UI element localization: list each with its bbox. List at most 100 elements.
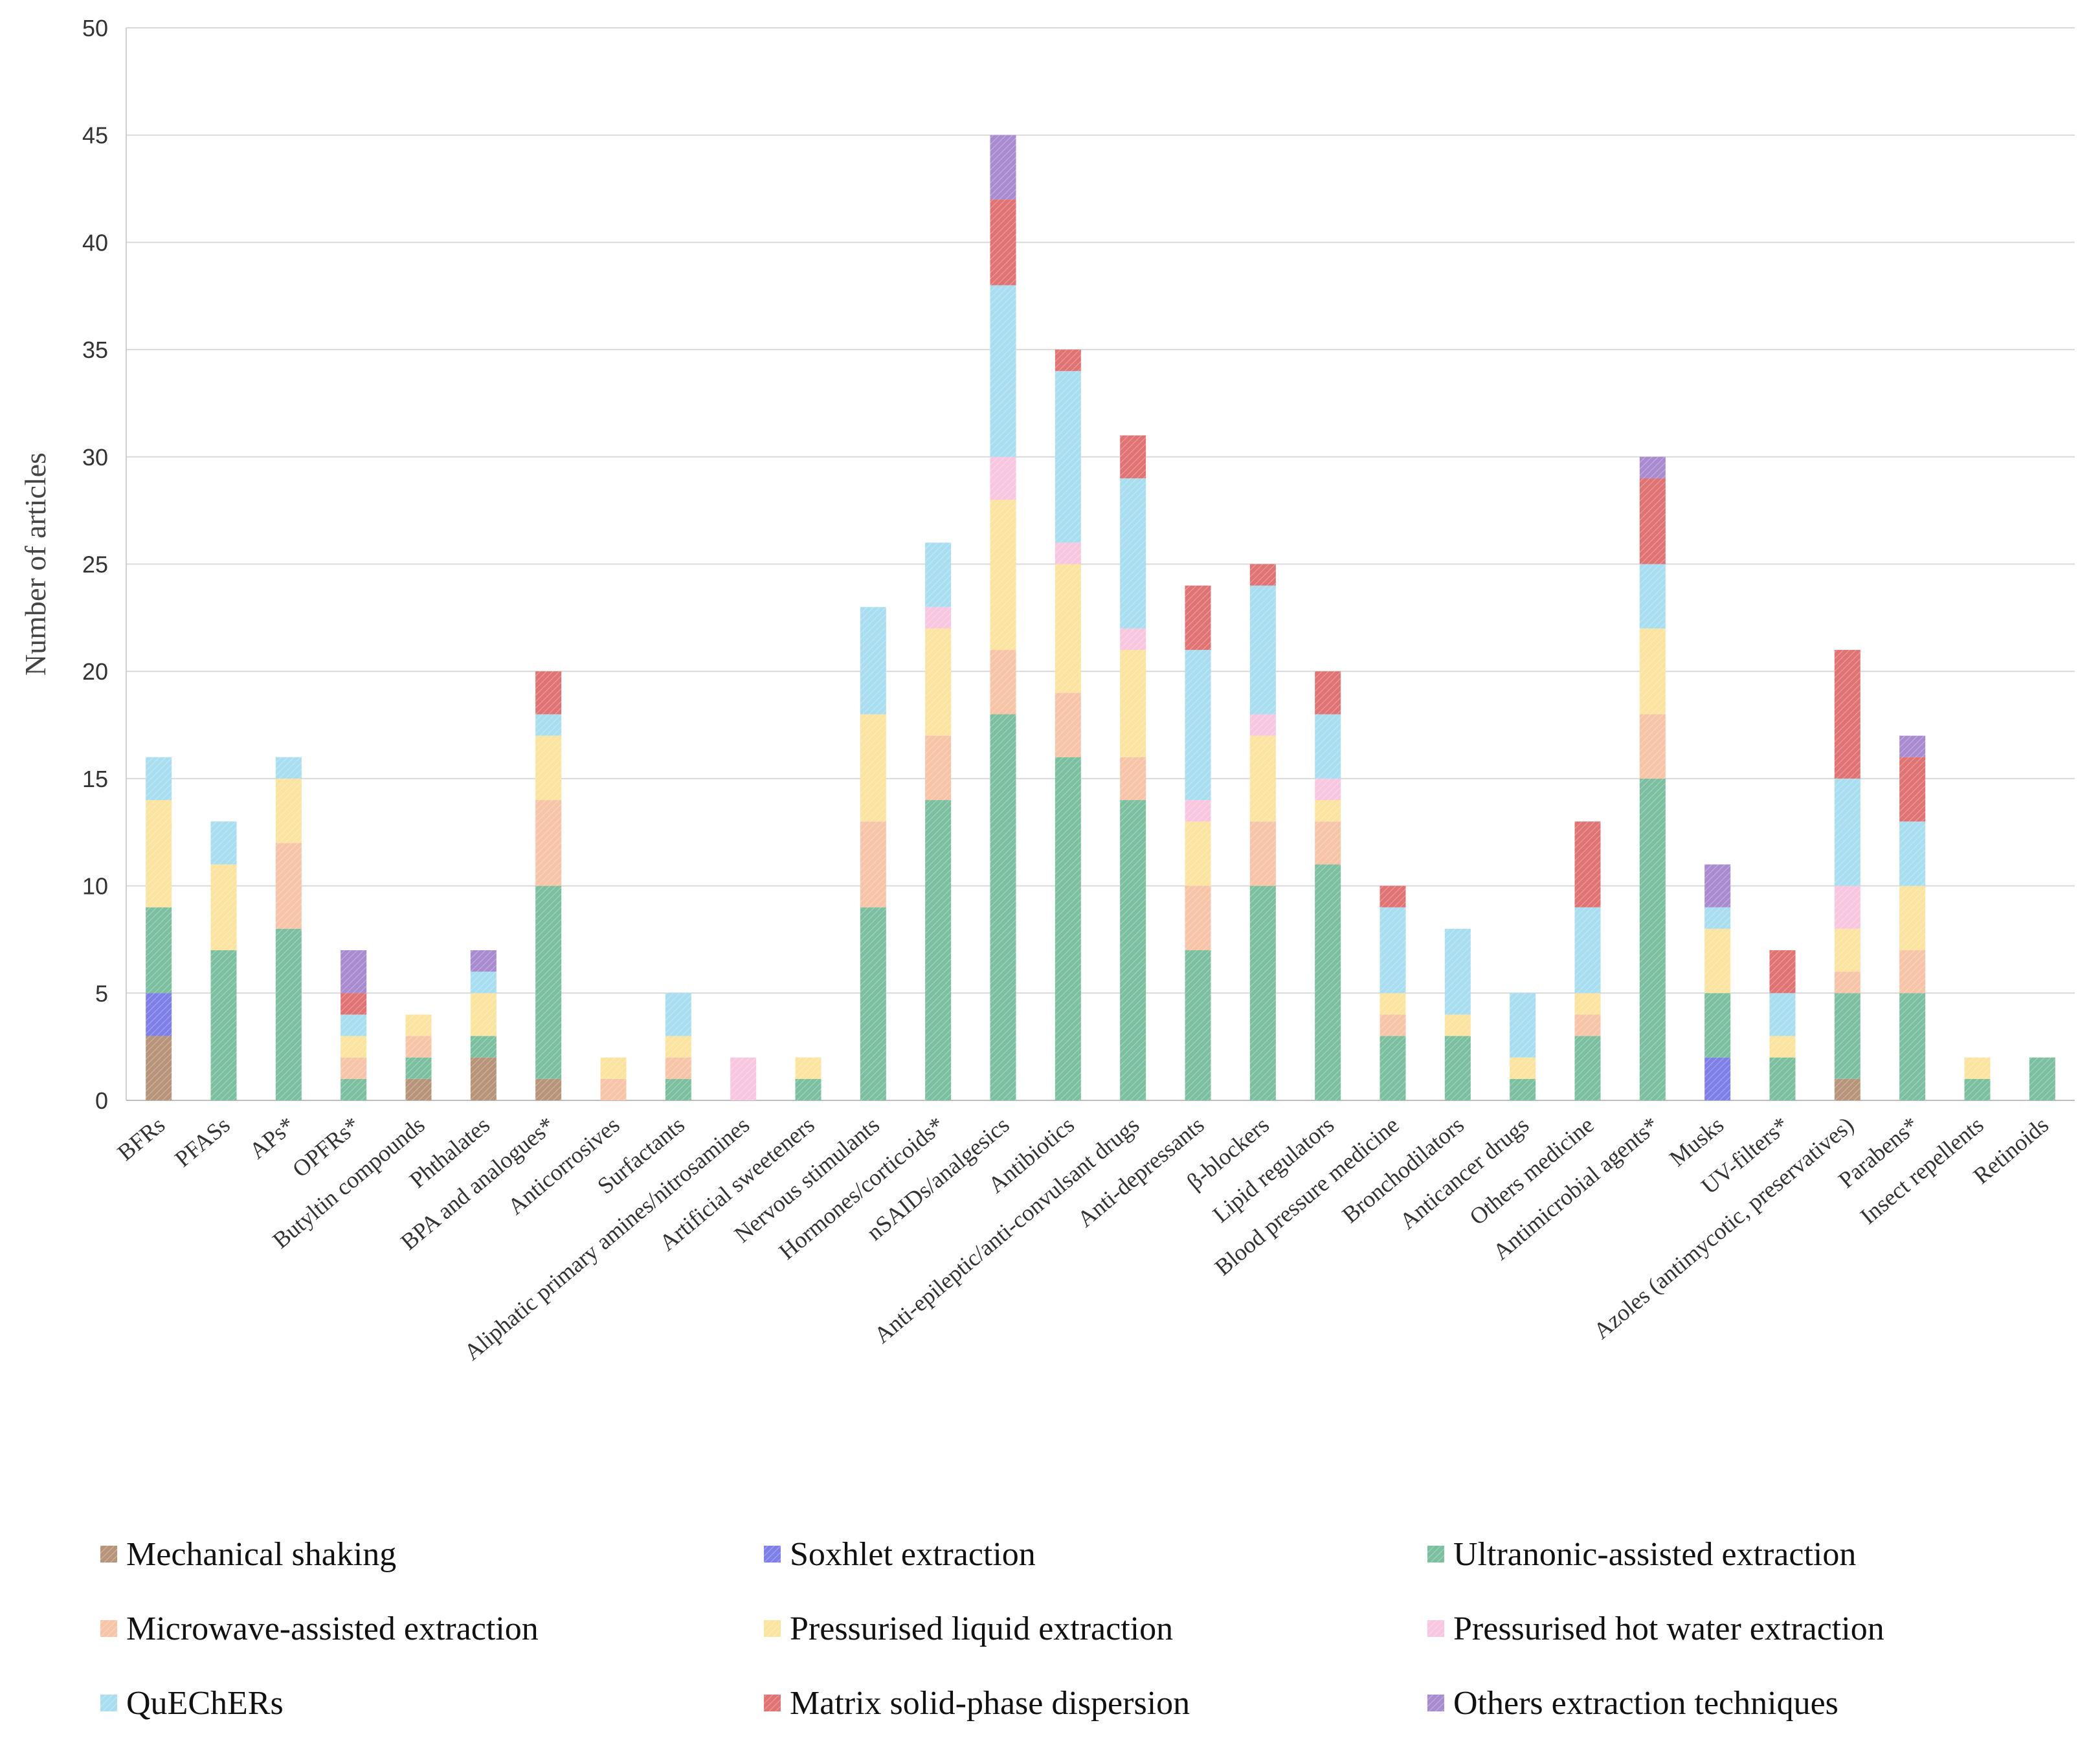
bar-segment-texture [1834,1078,1860,1100]
bar-segment-texture [1639,456,1666,478]
bar-segment-texture [860,606,886,715]
bar-segment-texture [600,1078,627,1100]
legend: Mechanical shaking Soxhlet extraction Ultr… [100,1536,1884,1722]
legend-swatch-texture [100,1695,117,1711]
bar-segment-texture [990,500,1016,651]
bar-segment-texture [1315,714,1341,779]
bar-segment-texture [535,671,562,715]
bar-segment-texture [665,1036,691,1058]
bar-segment-texture [1249,564,1276,586]
bar-segment-texture [1899,993,1926,1100]
legend-swatch-texture [764,1546,781,1563]
bar-segment-texture [405,1014,432,1036]
bar-segment-texture [146,993,172,1036]
bar-segment-texture [1055,564,1081,693]
legend-label: Pressurised hot water extraction [1453,1610,1884,1647]
bar-segment-texture [1834,778,1860,886]
bar-segment-texture [730,1057,757,1100]
legend-item: Mechanical shaking [100,1536,396,1573]
bar-segment-texture [1899,757,1926,822]
bar-segment-texture [1964,1078,1991,1100]
y-tick-label: 35 [82,337,108,363]
bar-segment-texture [341,993,367,1015]
bar-segment-texture [1769,1057,1796,1100]
bar-segment-texture [990,135,1016,200]
gridlines [126,27,2075,1101]
legend-item: Matrix solid-phase dispersion [764,1685,1190,1722]
bar-segment-texture [1120,650,1146,757]
bar-segment-texture [665,1057,691,1079]
bar-segment-texture [990,199,1016,285]
legend-item: Soxhlet extraction [764,1536,1036,1573]
y-tick-label: 45 [82,122,108,149]
bar-segment-texture [1249,735,1276,822]
bar-segment-texture [990,714,1016,1100]
bar-segment-texture [1639,628,1666,715]
bar-segment-texture [210,864,237,951]
bar-segment-texture [1185,950,1211,1100]
bar-segment-texture [2029,1057,2055,1100]
bar-segment-texture [1704,928,1731,994]
bar-segment-texture [1185,821,1211,886]
bar-segment-texture [275,778,302,843]
legend-swatch-texture [764,1695,781,1711]
bar-segment-texture [925,800,952,1100]
bar-segment-texture [1120,757,1146,801]
bar-segment-texture [990,456,1016,500]
bar-segment-texture [1055,350,1081,372]
bar-segment-texture [341,1057,367,1079]
bar-segment-texture [470,1036,497,1058]
bar-segment-texture [535,714,562,736]
legend-label: QuEChERs [126,1685,284,1722]
legend-swatch-texture [1427,1695,1444,1711]
bar-segment-texture [925,735,952,801]
bar-segment-texture [1899,885,1926,951]
y-tick-label: 20 [82,658,108,685]
bar-segment-texture [1444,928,1471,1015]
bar-segment-texture [1899,821,1926,886]
legend-swatch-texture [1427,1546,1444,1563]
bar-segment-texture [1769,1036,1796,1058]
bar-segment-texture [1249,585,1276,715]
y-tick-label: 0 [95,1087,108,1114]
bar-segment-texture [1639,478,1666,564]
legend-label: Others extraction techniques [1453,1685,1838,1722]
bar-segment-texture [470,993,497,1036]
bar-segment-texture [1639,778,1666,1100]
legend-label: Microwave-assisted extraction [126,1610,539,1647]
bar-segment-texture [146,907,172,994]
x-tick-label: BFRs [113,1111,170,1165]
bar-segment-texture [275,928,302,1100]
bar-segment-texture [1055,542,1081,564]
legend-label: Ultranonic-assisted extraction [1453,1536,1856,1573]
y-tick-label: 30 [82,444,108,471]
bar-segment-texture [535,885,562,1079]
y-tick-label: 15 [82,766,108,792]
bar-segment-texture [1444,1036,1471,1100]
bar-segment-texture [1055,693,1081,757]
bar-segment-texture [1834,993,1860,1079]
bar-segment-texture [535,735,562,801]
bar-segment-texture [1834,650,1860,779]
legend-item: Microwave-assisted extraction [100,1610,539,1647]
bar-segment-texture [1704,864,1731,907]
bar-segment-texture [1249,714,1276,736]
y-tick-label: 5 [95,980,108,1007]
y-tick-label: 10 [82,873,108,900]
y-tick-label: 50 [82,15,108,41]
legend-label: Soxhlet extraction [790,1536,1036,1573]
bar-segment-texture [1249,885,1276,1100]
axes [126,28,2075,1101]
legend-label: Mechanical shaking [126,1536,396,1573]
bar-segment-texture [600,1057,627,1079]
bar-segment-texture [990,650,1016,715]
bar-segment-texture [1704,907,1731,929]
bar-segment-texture [925,606,952,629]
bar-segment-texture [210,950,237,1100]
bars [146,135,2055,1100]
bar-segment-texture [405,1078,432,1100]
bar-segment-texture [1639,714,1666,779]
y-tick-label: 25 [82,551,108,578]
bar-segment-texture [1380,907,1406,994]
bar-segment-texture [1574,821,1601,907]
